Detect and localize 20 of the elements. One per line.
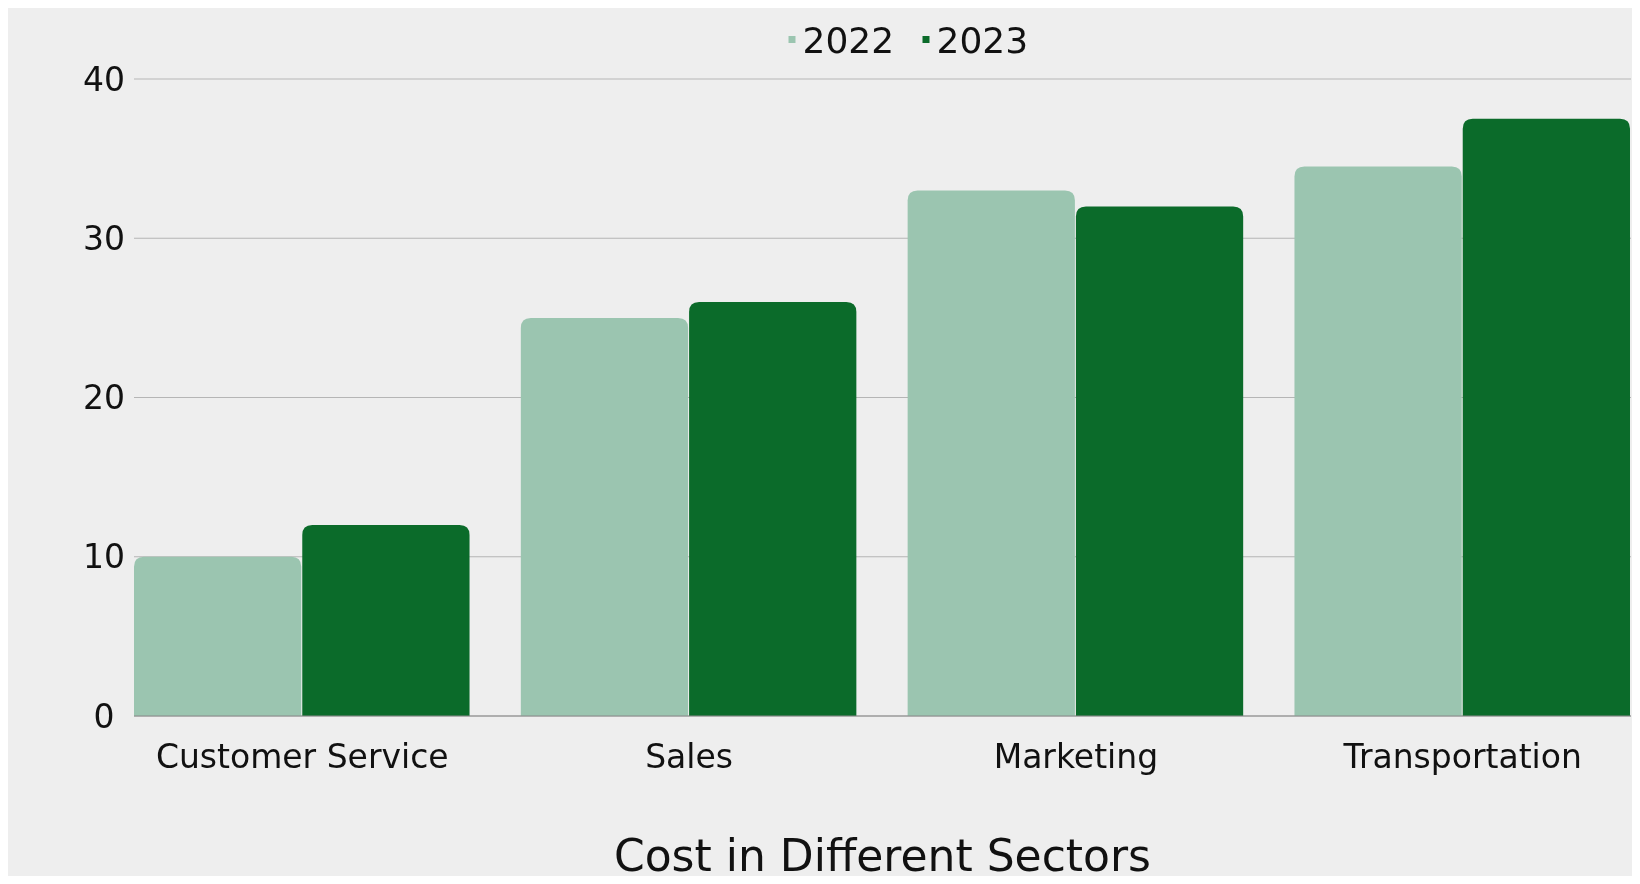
bar [134, 556, 302, 716]
x-tick-label: Customer Service [155, 737, 449, 776]
bar [302, 524, 470, 716]
x-tick-label: Sales [645, 737, 734, 776]
y-tick-label: 10 [83, 537, 125, 577]
bar [1462, 118, 1630, 716]
y-tick-label: 30 [83, 218, 125, 258]
bar [1294, 166, 1462, 716]
bar [689, 301, 857, 716]
y-tick-label: 0 [93, 696, 115, 736]
bar [907, 190, 1075, 716]
legend-label: 2022 [802, 19, 895, 61]
bar [520, 317, 689, 716]
x-tick-label: Transportation [1342, 737, 1582, 776]
y-tick-label: 20 [83, 378, 125, 417]
bar [1075, 206, 1244, 716]
x-axis-title: Cost in Different Sectors [613, 830, 1152, 881]
y-tick-label: 40 [83, 59, 125, 99]
legend-label: 2023 [936, 19, 1029, 61]
x-tick-label: Marketing [993, 737, 1159, 776]
